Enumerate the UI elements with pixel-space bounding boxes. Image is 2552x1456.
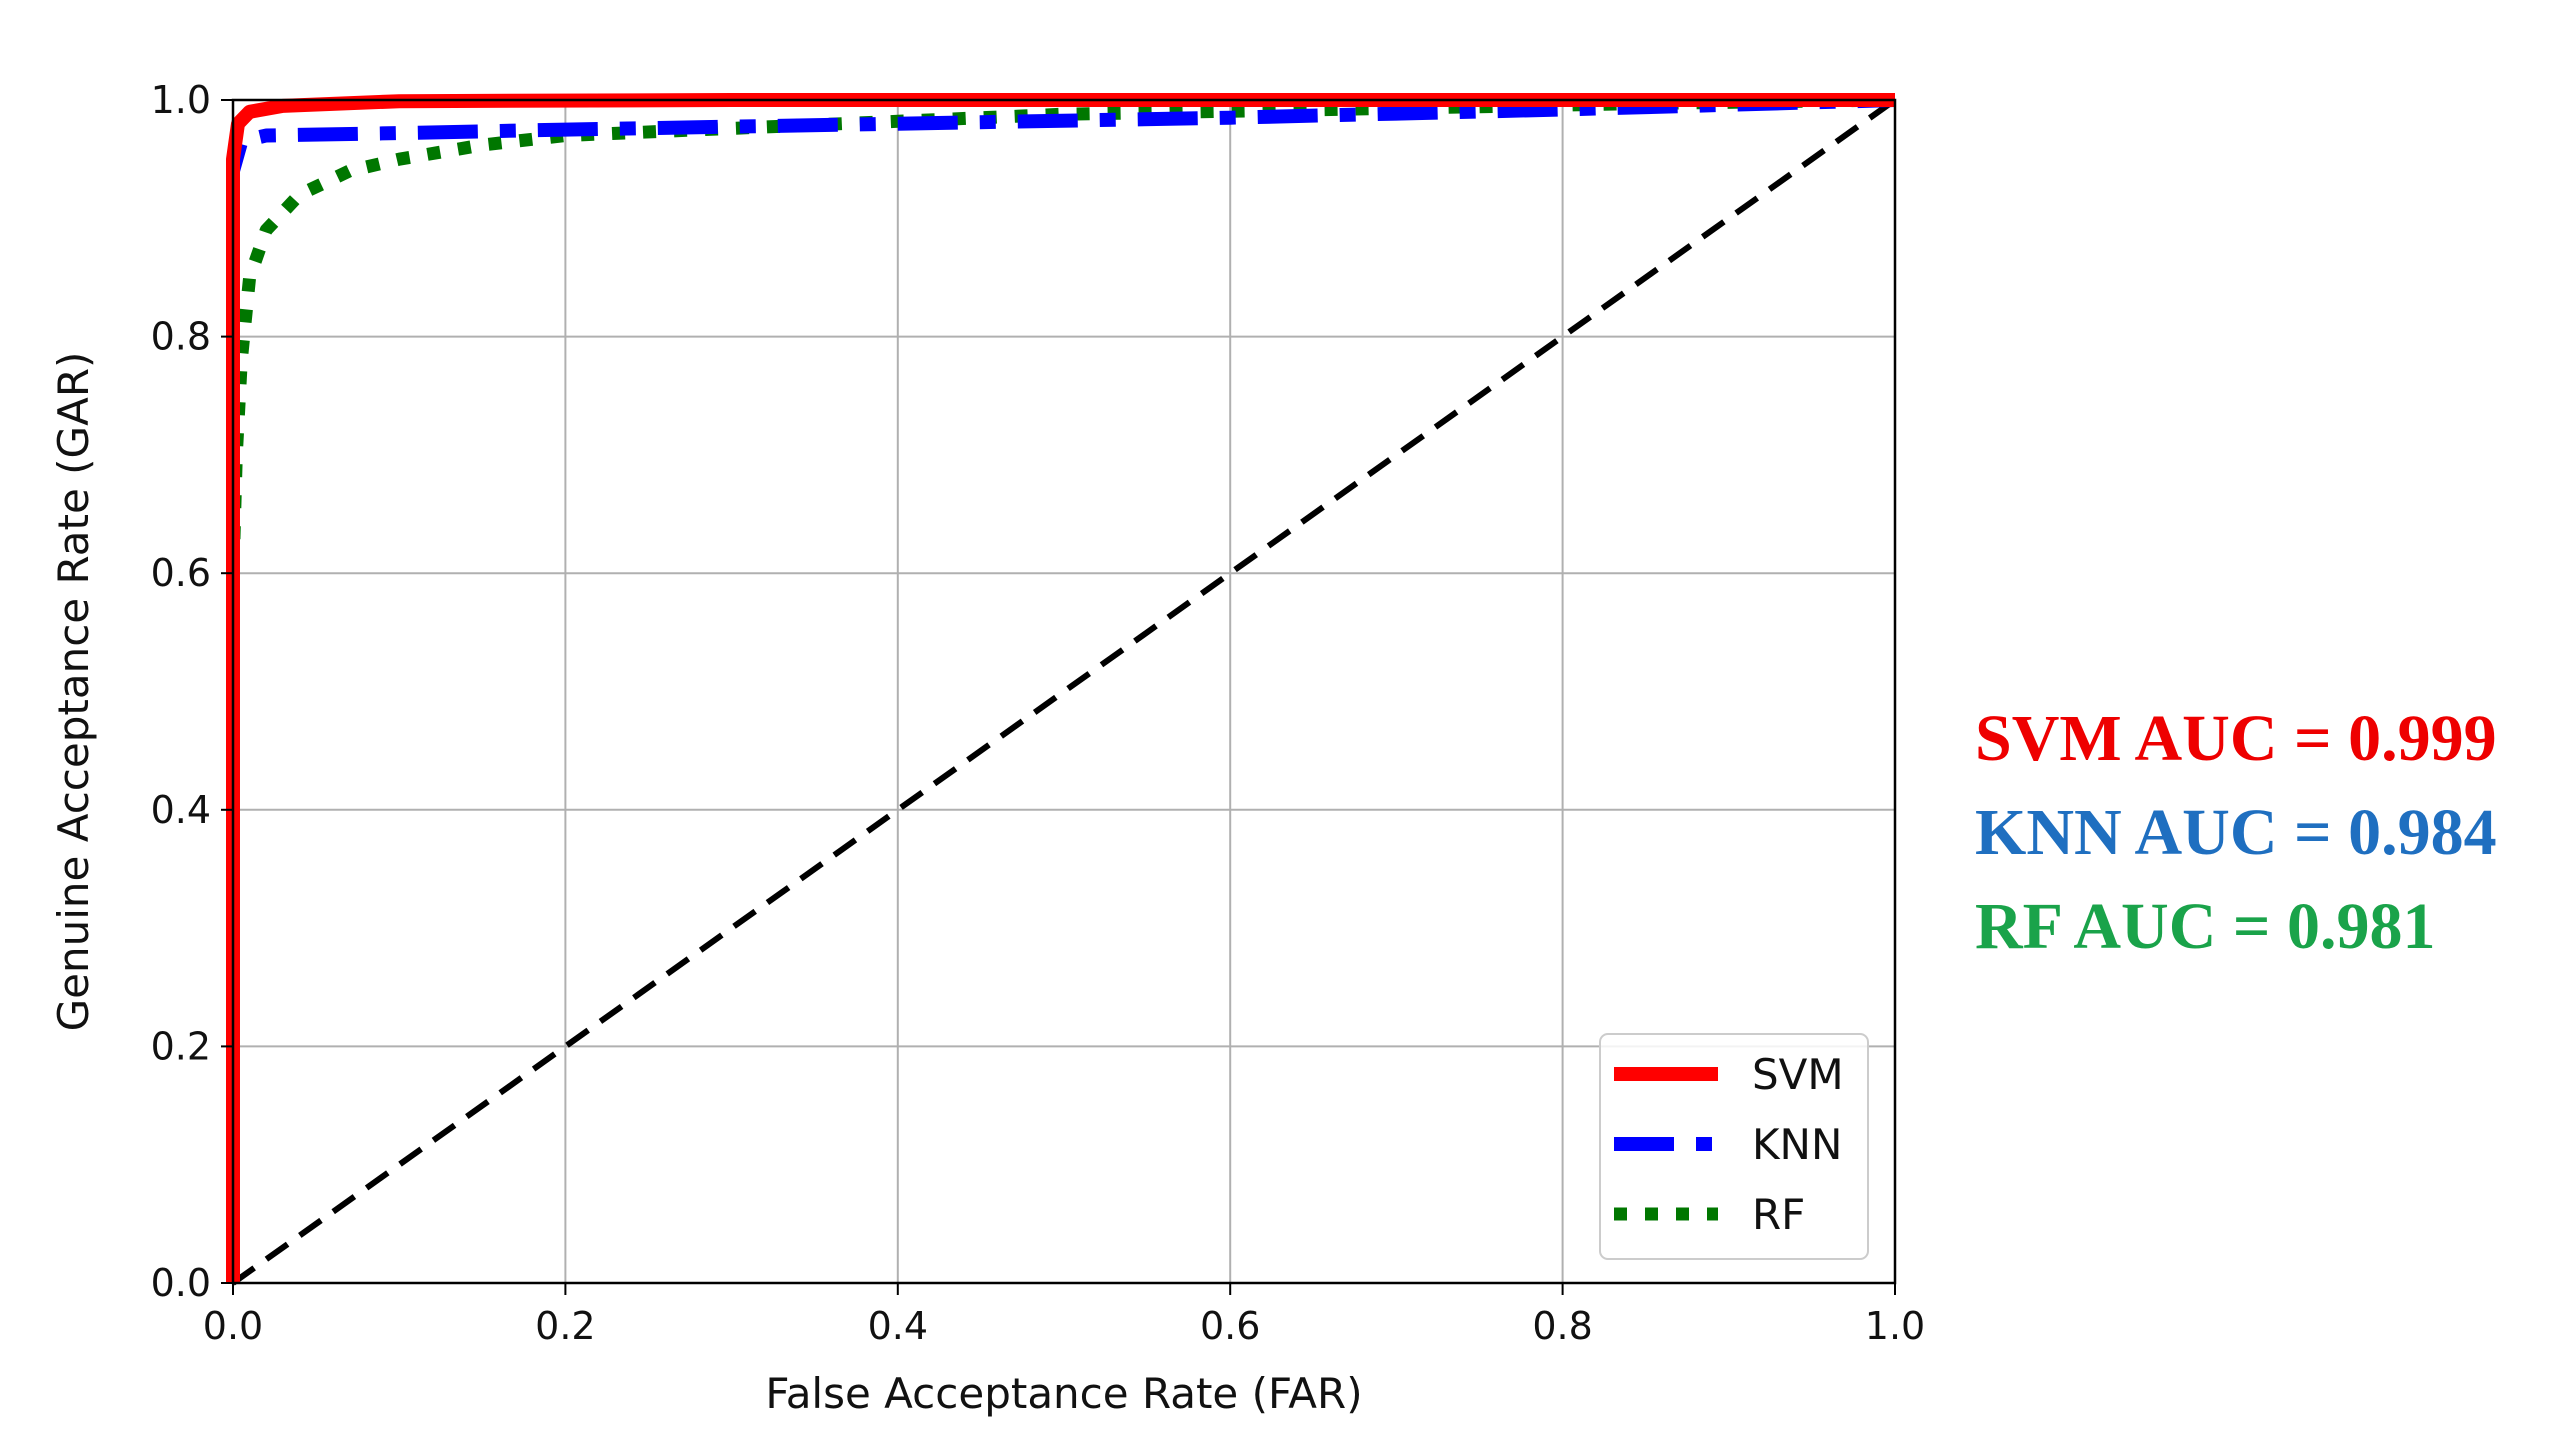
y-tick-label: 1.0 xyxy=(151,78,211,122)
auc-annotations: SVM AUC = 0.999 KNN AUC = 0.984 RF AUC = 0… xyxy=(1975,702,2497,963)
legend: SVM KNN RF xyxy=(1599,1033,1869,1260)
x-tick-label: 1.0 xyxy=(1865,1304,1925,1348)
y-tick-label: 0.8 xyxy=(151,315,211,359)
x-tick-label: 0.2 xyxy=(535,1304,595,1348)
rf-legend-label: RF xyxy=(1752,1190,1805,1239)
x-tick-label: 0.0 xyxy=(203,1304,263,1348)
knn-line xyxy=(226,93,1896,1283)
x-axis-label: False Acceptance Rate (FAR) xyxy=(765,1369,1362,1418)
y-tick-label: 0.6 xyxy=(151,551,211,595)
ticks-layer: 0.0 0.2 0.4 0.6 0.8 1.0 0.0 0.2 0.4 0.6 0.8 1.0 xyxy=(151,78,1926,1348)
knn-legend-label: KNN xyxy=(1752,1120,1842,1169)
x-tick-label: 0.8 xyxy=(1532,1304,1592,1348)
auc-annotation: SVM AUC = 0.999 xyxy=(1975,702,2497,775)
svm-legend-label: SVM xyxy=(1752,1050,1844,1099)
y-tick-label: 0.2 xyxy=(151,1024,211,1068)
y-axis-label: Genuine Acceptance Rate (GAR) xyxy=(49,352,98,1032)
y-tick-label: 0.4 xyxy=(151,788,211,832)
y-tick-label: 0.0 xyxy=(151,1261,211,1305)
x-tick-label: 0.6 xyxy=(1200,1304,1260,1348)
legend-box xyxy=(1599,1033,1869,1260)
diagonal-reference-line xyxy=(231,97,1897,1286)
auc-annotation: RF AUC = 0.981 xyxy=(1975,890,2436,963)
plot-frame xyxy=(231,98,1897,1285)
x-tick-label: 0.4 xyxy=(868,1304,928,1348)
auc-annotation: KNN AUC = 0.984 xyxy=(1975,796,2497,869)
